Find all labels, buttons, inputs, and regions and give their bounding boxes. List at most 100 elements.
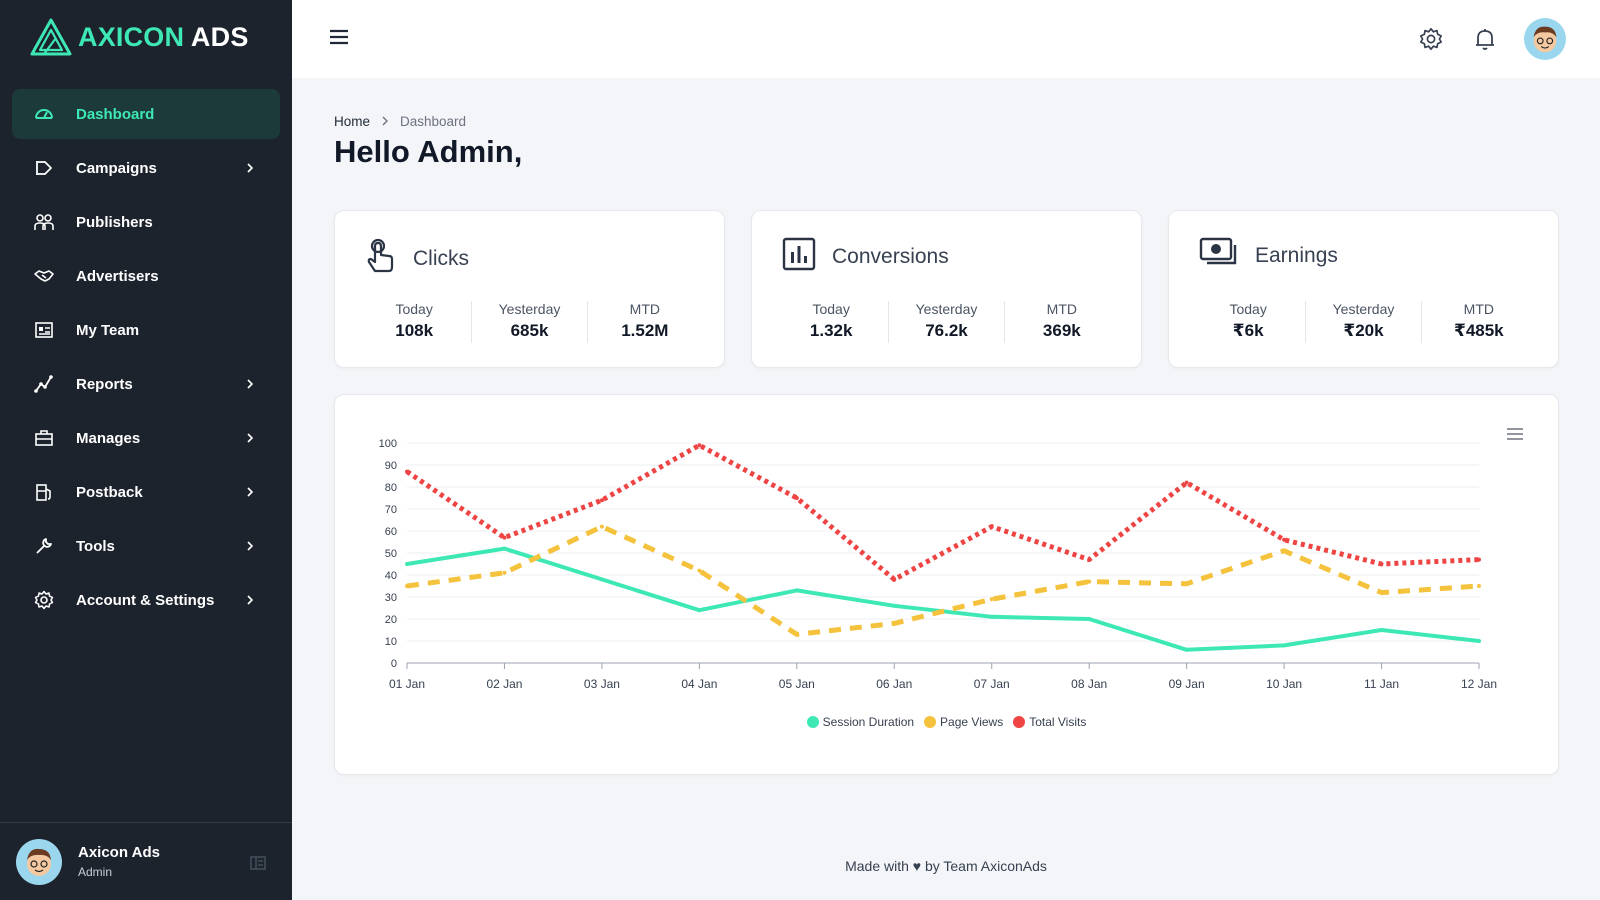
data-point [1087,557,1092,562]
data-point [1379,562,1384,566]
stat-label: Yesterday [498,301,561,317]
data-point [1282,643,1287,648]
gear-icon [34,590,54,610]
stat-label: Yesterday [1332,301,1395,317]
sidebar-item-reports[interactable]: Reports [12,359,280,409]
brand-name: AXICON ADS [78,22,249,53]
chevron-right-icon [244,432,256,444]
x-tick-label: 05 Jan [779,677,815,691]
data-point [794,588,799,593]
wrench-icon [34,536,54,556]
collapse-sidebar-icon[interactable] [250,855,266,876]
data-point [697,608,702,613]
avatar-face-icon [1533,26,1557,53]
stat-label: Today [1229,301,1267,317]
chart-line-icon [34,374,54,394]
stat-label: MTD [629,301,660,317]
gauge-icon [34,104,54,124]
breadcrumb-home[interactable]: Home [334,114,371,129]
sidebar-item-label: Postback [76,483,143,501]
sidebar-item-campaigns[interactable]: Campaigns [12,143,280,193]
legend-dot [1013,716,1026,728]
data-point [1184,647,1189,652]
briefcase-icon [34,428,54,448]
touch-icon [365,237,397,280]
data-point [599,524,604,529]
data-point [989,524,994,529]
bar-chart-icon [782,237,816,276]
data-point [502,535,507,540]
stat-title: Clicks [413,246,469,270]
data-point [794,496,799,500]
brand-logo[interactable]: AXICON ADS [30,18,249,56]
sidebar-item-publishers[interactable]: Publishers [12,197,280,247]
breadcrumb: Home Dashboard [334,114,466,129]
user-role: Admin [78,865,113,879]
page-title: Hello Admin, [334,134,523,169]
avatar[interactable] [16,838,62,885]
sidebar-user[interactable]: Axicon Ads Admin [0,822,292,900]
sidebar-item-manages[interactable]: Manages [12,413,280,463]
legend-dot [924,716,937,728]
data-point [1087,579,1092,584]
x-tick-label: 12 Jan [1461,677,1497,691]
stat-card-clicks: Clicks Today 108k Yesterday 685k MTD 1.52M [334,210,725,368]
id-card-icon [34,320,54,340]
series-line [406,524,1480,637]
chevron-right-icon [244,378,256,390]
legend-item[interactable]: Page Views [924,715,1003,729]
stat-value: 108k [395,321,434,340]
stat-title: Conversions [832,244,949,268]
x-tick-label: 11 Jan [1364,677,1399,691]
data-point [1282,537,1287,542]
sidebar-item-label: My Team [76,321,140,339]
legend-label: Session Duration [822,715,915,729]
series-line [405,442,1480,582]
legend-label: Total Visits [1029,715,1087,729]
user-name: Axicon Ads [78,844,160,861]
legend-item[interactable]: Session Duration [806,715,915,729]
sidebar-item-label: Advertisers [76,267,159,285]
brand-name-part2: ADS [190,21,249,52]
x-tick-label: 08 Jan [1071,677,1107,691]
hamburger-menu-icon[interactable] [328,27,350,52]
sidebar-item-account-settings[interactable]: Account & Settings [12,575,280,625]
profile-avatar[interactable] [1524,18,1566,60]
brand-name-part1: AXICON [78,21,185,52]
stat-label: Today [395,301,433,317]
sidebar-item-tools[interactable]: Tools [12,521,280,571]
x-tick-label: 06 Jan [876,677,912,691]
data-point [1477,639,1481,643]
chart-menu-icon[interactable] [1506,427,1524,446]
chevron-right-icon [244,594,256,606]
sidebar-item-label: Manages [76,429,141,447]
y-tick-label: 30 [385,592,397,604]
y-tick-label: 80 [385,482,397,494]
sidebar-item-my-team[interactable]: My Team [12,305,280,355]
sidebar-item-dashboard[interactable]: Dashboard [12,89,280,139]
data-point [405,584,409,588]
data-point [502,546,507,551]
stat-label: MTD [1046,301,1077,317]
sidebar-item-advertisers[interactable]: Advertisers [12,251,280,301]
logo-icon [30,18,72,56]
bell-icon[interactable] [1470,24,1500,54]
sidebar-item-postback[interactable]: Postback [12,467,280,517]
sidebar: AXICON ADS Dashboard Campaigns Publisher… [0,0,292,900]
sidebar-item-label: Reports [76,375,133,393]
stat-card-earnings: Earnings Today ₹6k Yesterday ₹20k MTD ₹485k [1168,210,1559,368]
stat-title: Earnings [1255,243,1338,267]
data-point [405,562,409,566]
legend-item[interactable]: Total Visits [1013,715,1086,729]
x-tick-label: 07 Jan [974,677,1010,691]
topbar [292,0,1600,78]
settings-icon[interactable] [1416,24,1446,54]
footer-text: Made with ♥ by Team AxiconAds [845,858,1047,874]
stat-label: Yesterday [915,301,978,317]
chart-legend: Session Duration Page Views Total Visits [335,715,1558,729]
data-point [989,614,994,619]
stat-value: 1.52M [621,321,669,340]
sidebar-item-label: Publishers [76,213,153,231]
y-tick-label: 60 [385,526,397,538]
x-tick-label: 10 Jan [1266,677,1302,691]
